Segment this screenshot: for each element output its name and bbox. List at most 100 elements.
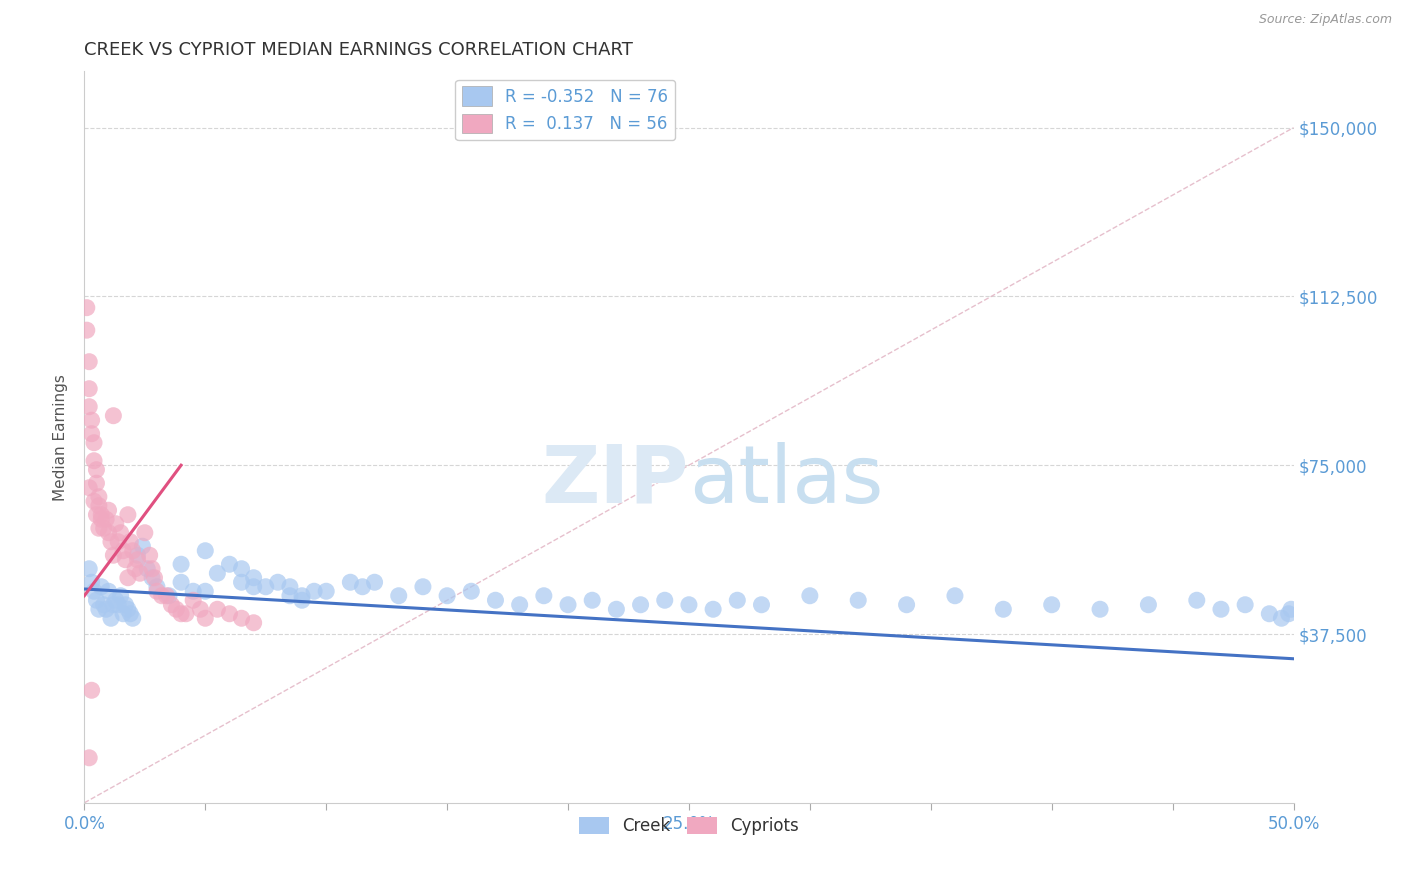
Point <box>120 607 142 621</box>
Point <box>83 453 105 467</box>
Legend: Creek, Cypriots: Creek, Cypriots <box>572 811 806 842</box>
Point <box>388 589 411 603</box>
Point <box>87 499 110 513</box>
Point <box>100 534 122 549</box>
Point <box>751 598 773 612</box>
Point <box>218 607 240 621</box>
Point <box>131 539 153 553</box>
Point <box>117 571 139 585</box>
Point <box>702 602 724 616</box>
Point <box>194 584 217 599</box>
Point <box>1185 593 1208 607</box>
Point <box>134 525 156 540</box>
Point <box>87 490 110 504</box>
Point <box>943 589 966 603</box>
Point <box>231 611 253 625</box>
Point <box>509 598 531 612</box>
Point <box>87 602 110 616</box>
Point <box>1209 602 1232 616</box>
Point <box>291 593 314 607</box>
Point <box>1040 598 1063 612</box>
Point <box>112 607 135 621</box>
Point <box>121 543 143 558</box>
Point <box>412 580 434 594</box>
Point <box>174 607 197 621</box>
Point <box>90 512 112 526</box>
Point <box>254 580 277 594</box>
Point <box>242 615 264 630</box>
Point <box>127 548 149 562</box>
Point <box>630 598 652 612</box>
Point <box>90 580 112 594</box>
Point <box>83 494 105 508</box>
Point <box>207 566 229 581</box>
Point <box>315 584 337 599</box>
Point <box>80 413 103 427</box>
Point <box>339 575 361 590</box>
Point <box>1088 602 1111 616</box>
Point <box>77 382 100 396</box>
Point <box>141 571 163 585</box>
Point <box>291 589 314 603</box>
Point <box>654 593 676 607</box>
Point <box>799 589 821 603</box>
Point <box>129 566 152 581</box>
Point <box>218 558 240 572</box>
Point <box>117 508 139 522</box>
Point <box>107 598 129 612</box>
Point <box>104 516 127 531</box>
Point <box>194 543 217 558</box>
Point <box>77 400 100 414</box>
Point <box>896 598 918 612</box>
Point <box>581 593 603 607</box>
Point <box>103 598 125 612</box>
Point <box>94 512 117 526</box>
Point <box>77 354 100 368</box>
Point <box>170 558 193 572</box>
Point <box>278 589 301 603</box>
Point <box>86 508 108 522</box>
Point <box>80 426 103 441</box>
Y-axis label: Median Earnings: Median Earnings <box>53 374 69 500</box>
Point <box>110 589 132 603</box>
Point <box>267 575 290 590</box>
Point <box>155 589 177 603</box>
Point <box>170 607 193 621</box>
Point <box>190 602 212 616</box>
Point <box>165 602 187 616</box>
Point <box>143 571 166 585</box>
Point <box>160 598 183 612</box>
Point <box>112 543 135 558</box>
Point <box>146 584 169 599</box>
Point <box>181 584 204 599</box>
Point <box>83 435 105 450</box>
Point <box>993 602 1015 616</box>
Point <box>80 575 103 590</box>
Point <box>77 562 100 576</box>
Point <box>678 598 700 612</box>
Point <box>107 534 129 549</box>
Point <box>127 553 149 567</box>
Point <box>146 580 169 594</box>
Point <box>194 611 217 625</box>
Point <box>460 584 482 599</box>
Point <box>80 683 103 698</box>
Point <box>110 525 132 540</box>
Point <box>302 584 325 599</box>
Point <box>138 548 160 562</box>
Point <box>1137 598 1160 612</box>
Point <box>104 593 127 607</box>
Point <box>114 598 136 612</box>
Point <box>76 301 98 315</box>
Point <box>725 593 748 607</box>
Point <box>97 584 120 599</box>
Point <box>93 598 115 612</box>
Point <box>86 593 108 607</box>
Point <box>86 463 108 477</box>
Point <box>170 575 193 590</box>
Point <box>242 571 264 585</box>
Text: Source: ZipAtlas.com: Source: ZipAtlas.com <box>1258 13 1392 27</box>
Point <box>94 602 117 616</box>
Point <box>86 476 108 491</box>
Point <box>77 751 100 765</box>
